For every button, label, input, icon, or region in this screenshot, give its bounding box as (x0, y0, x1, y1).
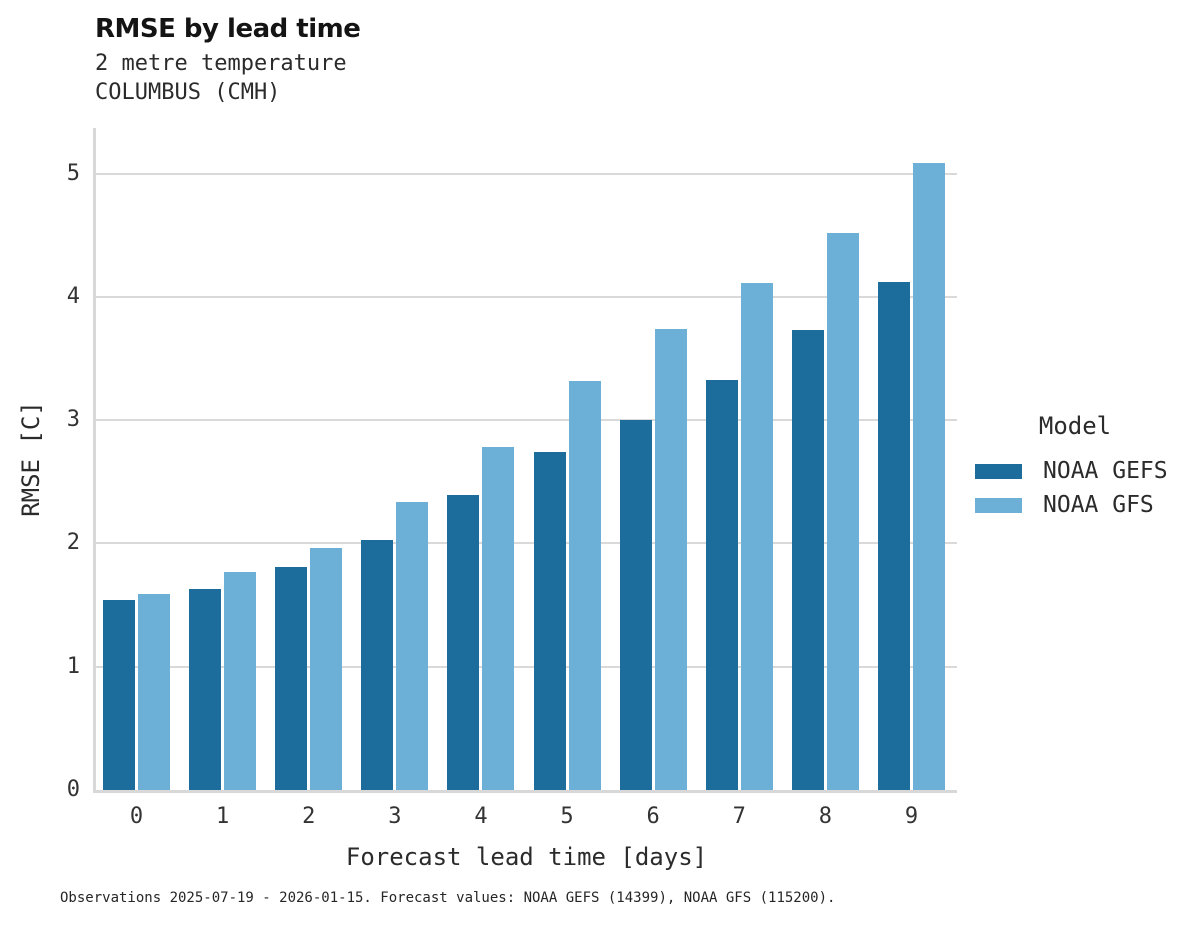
x-tick-label-5: 5 (560, 804, 574, 829)
x-tick-label-0: 0 (129, 804, 144, 829)
bar-noaa-gfs-lead-2 (310, 548, 343, 790)
y-tick-label-2: 2 (66, 530, 80, 556)
legend-item-noaa-gefs: NOAA GEFS (975, 454, 1185, 488)
bar-noaa-gfs-lead-8 (826, 232, 859, 790)
bar-noaa-gfs-lead-4 (482, 447, 515, 790)
bar-noaa-gefs-lead-5 (533, 452, 566, 790)
x-tick-label-3: 3 (388, 804, 402, 829)
x-tick-label-7: 7 (732, 804, 746, 829)
x-tick-label-6: 6 (646, 804, 660, 829)
x-tick-label-4: 4 (474, 804, 488, 829)
chart-subtitle-station: COLUMBUS (CMH) (95, 80, 281, 105)
bar-noaa-gefs-lead-3 (361, 539, 394, 790)
bar-noaa-gefs-lead-8 (791, 330, 824, 790)
bar-noaa-gefs-lead-1 (189, 589, 222, 790)
x-tick-label-8: 8 (818, 804, 832, 829)
x-axis-label: Forecast lead time [days] (345, 843, 708, 871)
gridline-y-1 (96, 665, 957, 668)
bar-noaa-gfs-lead-0 (138, 594, 171, 790)
bar-noaa-gefs-lead-6 (619, 420, 652, 790)
gefs-color-swatch (975, 463, 1022, 479)
footer-note: Observations 2025-07-19 - 2026-01-15. Fo… (60, 890, 836, 906)
x-tick-label-9: 9 (904, 804, 919, 829)
bar-noaa-gfs-lead-1 (224, 571, 257, 790)
gridline-y-3 (96, 419, 957, 422)
bar-noaa-gfs-lead-7 (740, 283, 773, 790)
x-axis-spine (93, 790, 957, 793)
bar-noaa-gefs-lead-2 (275, 566, 308, 790)
bar-noaa-gfs-lead-3 (396, 501, 429, 790)
bar-noaa-gefs-lead-4 (447, 495, 480, 790)
plot-area (96, 128, 957, 790)
legend-label: NOAA GEFS (1043, 458, 1168, 484)
legend: Model NOAA GEFS NOAA GFS (975, 412, 1185, 522)
bar-noaa-gefs-lead-9 (877, 282, 910, 790)
x-tick-label-2: 2 (302, 804, 316, 829)
y-tick-label-4: 4 (66, 283, 80, 309)
gridline-y-2 (96, 542, 957, 545)
x-tick-label-1: 1 (216, 804, 230, 829)
gridline-y-5 (96, 172, 957, 175)
gridline-y-4 (96, 295, 957, 298)
bar-noaa-gfs-lead-9 (912, 162, 945, 790)
y-tick-label-3: 3 (66, 407, 80, 433)
y-tick-label-1: 1 (66, 653, 80, 679)
y-tick-label-0: 0 (66, 777, 80, 802)
legend-item-noaa-gfs: NOAA GFS (975, 488, 1185, 522)
legend-label: NOAA GFS (1043, 492, 1154, 518)
gfs-color-swatch (975, 497, 1022, 513)
legend-title: Model (1038, 412, 1112, 440)
y-axis-label: RMSE [C] (17, 401, 45, 517)
page-title: RMSE by lead time (95, 14, 361, 44)
bar-noaa-gefs-lead-0 (103, 600, 136, 790)
y-axis-spine (93, 128, 96, 793)
bar-noaa-gefs-lead-7 (705, 379, 738, 790)
y-tick-label-5: 5 (66, 160, 80, 186)
chart-subtitle-variable: 2 metre temperature (95, 51, 347, 76)
bar-noaa-gfs-lead-5 (568, 380, 601, 790)
bar-noaa-gfs-lead-6 (654, 328, 687, 790)
